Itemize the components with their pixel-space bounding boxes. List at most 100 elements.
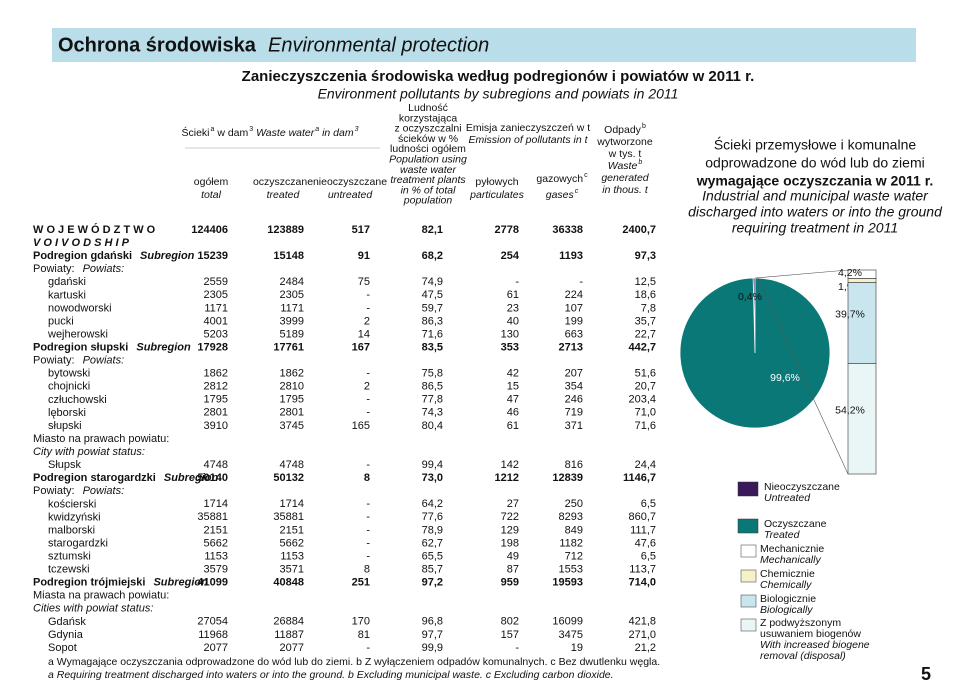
legend-label: Z podwyższonym [760, 617, 841, 629]
cell: 2305 [204, 289, 228, 301]
row-label-pl: Podregion słupski [33, 341, 128, 353]
column-header: Ściekia w dam3 Waste watera in dam3 [182, 126, 359, 139]
cell: 442,7 [628, 341, 656, 353]
header-segment: Population using [389, 153, 467, 165]
cell: 35,7 [635, 315, 656, 327]
cell: 959 [501, 577, 519, 589]
cell: 71,6 [422, 328, 443, 340]
cell: 3571 [280, 563, 304, 575]
cell: 1795 [280, 394, 304, 406]
column-header: oczyszczane [253, 176, 313, 188]
cell: 75,8 [422, 368, 443, 380]
column-header: generated [601, 172, 649, 184]
cell: 421,8 [628, 616, 656, 628]
cell: 354 [565, 381, 583, 393]
row-label-en: Subregion [140, 250, 195, 262]
cell: 5662 [280, 537, 304, 549]
cell: 74,3 [422, 407, 443, 419]
cell: 82,1 [422, 224, 443, 236]
cell: 97,3 [635, 250, 656, 262]
cell: 5189 [280, 328, 304, 340]
row-label-pl: sztumski [48, 550, 91, 562]
chart-title-en: requiring treatment in 2011 [732, 220, 898, 236]
cell: 157 [501, 629, 519, 641]
row-label: pucki [48, 315, 74, 327]
cell: 6,5 [641, 498, 656, 510]
column-header: in % of total [401, 184, 457, 196]
cell: - [366, 459, 370, 471]
cell: 17928 [197, 341, 228, 353]
bar-label: 4,2% [838, 267, 862, 279]
cell: 1153 [280, 550, 304, 562]
header-segment: in thous. t [602, 184, 649, 196]
row-label: gdański [48, 276, 86, 288]
cell: 12839 [552, 472, 583, 484]
cell: 15 [507, 381, 519, 393]
cell: 663 [565, 328, 583, 340]
header-segment: nieoczyszczane [313, 176, 387, 188]
row-label-en: Subregion [153, 577, 208, 589]
row-label: W O J E W Ó D Z T W O [33, 223, 156, 236]
row-label: Cities with powiat status: [33, 603, 153, 615]
pie-slice [679, 277, 831, 429]
column-header: nieoczyszczane [313, 176, 387, 188]
cell: 224 [565, 289, 583, 301]
cell: 11968 [198, 629, 228, 641]
cell: 130 [501, 328, 519, 340]
cell: 1193 [559, 250, 583, 262]
column-header: in thous. t [602, 184, 649, 196]
cell: - [515, 276, 519, 288]
legend-label: Oczyszczane [764, 518, 827, 530]
row-label-pl: Podregion gdański [33, 250, 132, 262]
bar-segment [847, 282, 877, 364]
column-header: z oczyszczalni [394, 122, 461, 134]
cell: 8 [364, 472, 370, 484]
cell: 4748 [204, 459, 228, 471]
cell: 14 [358, 328, 370, 340]
cell: 107 [565, 302, 583, 314]
cell: 97,7 [422, 629, 443, 641]
header-segment: ludności ogółem [390, 143, 466, 155]
cell: 83,5 [422, 341, 443, 353]
row-label-en: City with powiat status: [33, 446, 145, 458]
column-header: population [403, 194, 453, 206]
cell: 16099 [552, 616, 583, 628]
cell: 1714 [280, 498, 304, 510]
row-label: chojnicki [48, 381, 90, 393]
row-label-pl: Powiaty: [33, 263, 75, 275]
cell: 113,7 [629, 563, 656, 575]
row-label: Słupsk [48, 459, 82, 471]
cell: 15148 [273, 250, 304, 262]
cell: 271,0 [628, 629, 656, 641]
row-label: bytowski [48, 368, 90, 380]
header-segment: a [315, 126, 319, 133]
cell: - [366, 537, 370, 549]
cell: 8293 [559, 511, 583, 523]
cell: 18,6 [635, 289, 656, 301]
cell: 2801 [204, 407, 228, 419]
cell: 61 [507, 289, 519, 301]
cell: 246 [565, 394, 583, 406]
row-label-pl: Sopot [48, 642, 77, 654]
row-label-en: Powiats: [83, 263, 125, 275]
cell: 71,6 [635, 420, 656, 432]
cell: 23 [507, 302, 519, 314]
row-label-pl: wejherowski [47, 328, 108, 340]
page-number: 5 [921, 664, 931, 684]
cell: 712 [565, 550, 583, 562]
row-label-pl: nowodworski [48, 302, 112, 314]
header-segment: population [403, 194, 453, 206]
row-label: lęborski [48, 407, 86, 419]
row-label-pl: Gdańsk [48, 616, 86, 628]
header-segment: in dam [319, 127, 354, 139]
cell: 2305 [280, 289, 304, 301]
legend-label-en: Untreated [764, 492, 811, 504]
cell: 19593 [552, 577, 583, 589]
cell: 40 [507, 315, 519, 327]
column-header: waste water [400, 164, 457, 176]
row-label: malborski [48, 524, 95, 536]
row-label-pl: chojnicki [48, 381, 90, 393]
legend-swatch [740, 618, 757, 632]
